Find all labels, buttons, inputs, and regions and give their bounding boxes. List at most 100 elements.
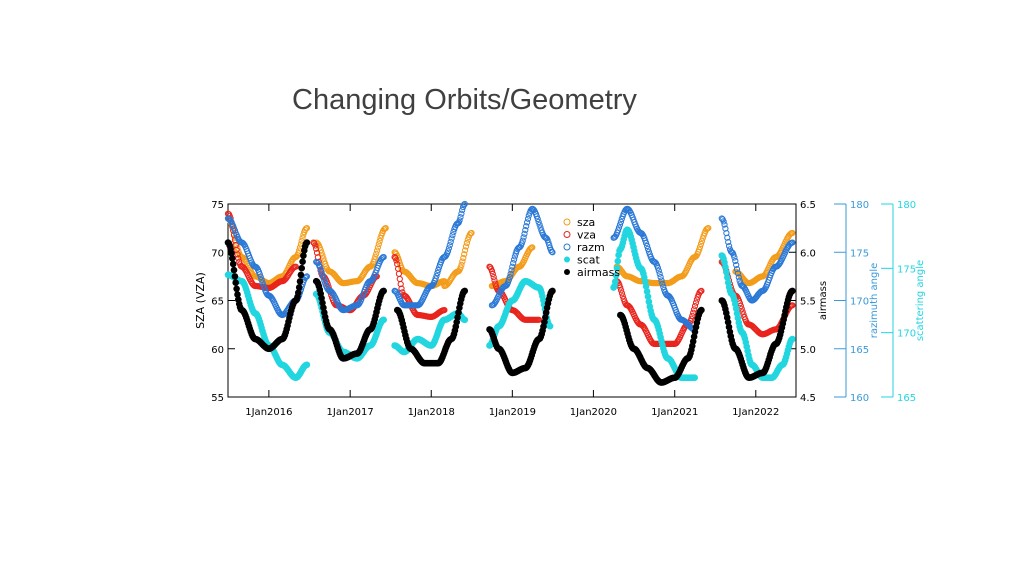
sza-point bbox=[299, 234, 306, 241]
razm-point bbox=[734, 270, 742, 277]
sza-point bbox=[373, 250, 380, 257]
airmass-point bbox=[698, 306, 705, 314]
vza-point bbox=[691, 306, 698, 313]
sza-point bbox=[372, 253, 379, 260]
razm-point bbox=[446, 242, 453, 249]
razm-point bbox=[257, 273, 264, 280]
y-tick-label: 55 bbox=[211, 393, 224, 404]
razm-point bbox=[733, 266, 741, 273]
vza-point bbox=[618, 290, 626, 297]
x-tick-label: 1Jan2017 bbox=[327, 407, 374, 418]
vza-point bbox=[391, 254, 398, 261]
razm-point bbox=[545, 239, 552, 246]
scattering-tick-label: 165 bbox=[897, 393, 916, 404]
razm-point bbox=[302, 274, 309, 281]
sza-point bbox=[457, 264, 464, 271]
razimuth-tick-label: 165 bbox=[850, 345, 869, 356]
razm-point bbox=[355, 301, 362, 308]
razm-point bbox=[534, 215, 541, 223]
legend-label-airmass: airmass bbox=[577, 266, 620, 279]
razm-point bbox=[507, 270, 514, 277]
vza-point bbox=[692, 299, 700, 306]
scat-point bbox=[461, 316, 469, 324]
razm-point bbox=[521, 230, 528, 237]
razm-point bbox=[433, 272, 440, 279]
razm-point bbox=[450, 229, 457, 236]
scat-point bbox=[303, 361, 311, 369]
vza-point bbox=[241, 265, 248, 272]
sza-point bbox=[460, 254, 467, 262]
razm-point bbox=[720, 218, 727, 225]
vza-point bbox=[691, 303, 699, 310]
razm-point bbox=[460, 201, 467, 208]
razm-point bbox=[508, 267, 515, 274]
razm-point bbox=[659, 280, 666, 287]
razm-point bbox=[518, 240, 525, 247]
sza-point bbox=[320, 255, 327, 262]
airmass-point bbox=[234, 291, 241, 298]
sza-point bbox=[375, 241, 382, 248]
vza-point bbox=[489, 270, 496, 278]
razm-point bbox=[434, 269, 441, 277]
sza-point bbox=[466, 231, 473, 238]
vza-point bbox=[490, 274, 497, 281]
razm-point bbox=[520, 234, 527, 241]
sza-point bbox=[518, 261, 525, 268]
vza-point bbox=[737, 302, 744, 309]
scat-point bbox=[643, 288, 651, 295]
legend-marker-airmass bbox=[564, 269, 570, 275]
razm-point bbox=[730, 251, 737, 258]
vza-point bbox=[395, 270, 402, 277]
razm-point bbox=[509, 263, 516, 270]
sza-point bbox=[789, 229, 796, 237]
sza-point bbox=[374, 244, 381, 251]
razm-point bbox=[776, 260, 783, 268]
sza-point bbox=[462, 243, 470, 250]
razm-point bbox=[461, 200, 468, 208]
x-tick-label: 1Jan2020 bbox=[570, 407, 617, 418]
airmass-point bbox=[296, 278, 304, 285]
vza-point bbox=[674, 338, 681, 345]
razm-point bbox=[615, 227, 622, 234]
razm-point bbox=[644, 245, 652, 252]
razimuth-tick-label: 180 bbox=[850, 200, 869, 211]
razm-point bbox=[268, 294, 275, 301]
razm-point bbox=[522, 227, 529, 234]
sza-point bbox=[463, 239, 470, 247]
sza-point bbox=[468, 229, 475, 237]
razm-point bbox=[457, 214, 464, 221]
razm-point bbox=[519, 237, 526, 244]
airmass-point bbox=[300, 252, 307, 259]
airmass-point bbox=[230, 266, 238, 274]
razm-point bbox=[731, 254, 738, 261]
scattering-tick-label: 170 bbox=[897, 329, 916, 340]
razm-point bbox=[533, 213, 540, 220]
razimuth-tick-label: 175 bbox=[850, 248, 869, 259]
razm-point bbox=[510, 260, 517, 267]
sza-point bbox=[696, 246, 703, 253]
y-axis-label: SZA (VZA) bbox=[194, 272, 207, 329]
razm-point bbox=[511, 253, 519, 260]
airmass-point bbox=[789, 287, 796, 295]
razm-point bbox=[506, 274, 513, 281]
scat-point bbox=[644, 293, 652, 300]
vza-point bbox=[292, 263, 299, 270]
airmass-axis-label: airmass bbox=[818, 281, 829, 320]
vza-point bbox=[313, 245, 320, 252]
vza-point bbox=[696, 289, 703, 296]
x-tick-label: 1Jan2022 bbox=[732, 407, 779, 418]
y-tick-label: 65 bbox=[211, 297, 224, 308]
razm-point bbox=[259, 279, 266, 286]
airmass-point bbox=[549, 287, 556, 295]
vza-point bbox=[688, 315, 695, 322]
razm-point bbox=[491, 300, 498, 307]
sza-point bbox=[698, 238, 706, 245]
scat-point bbox=[642, 283, 650, 290]
scat-point bbox=[612, 278, 619, 285]
legend-label-scat: scat bbox=[577, 254, 601, 267]
razm-point bbox=[458, 210, 465, 217]
vza-point bbox=[535, 316, 543, 323]
razm-point bbox=[320, 274, 327, 281]
vza-point bbox=[397, 281, 404, 288]
scat-point bbox=[546, 322, 554, 330]
